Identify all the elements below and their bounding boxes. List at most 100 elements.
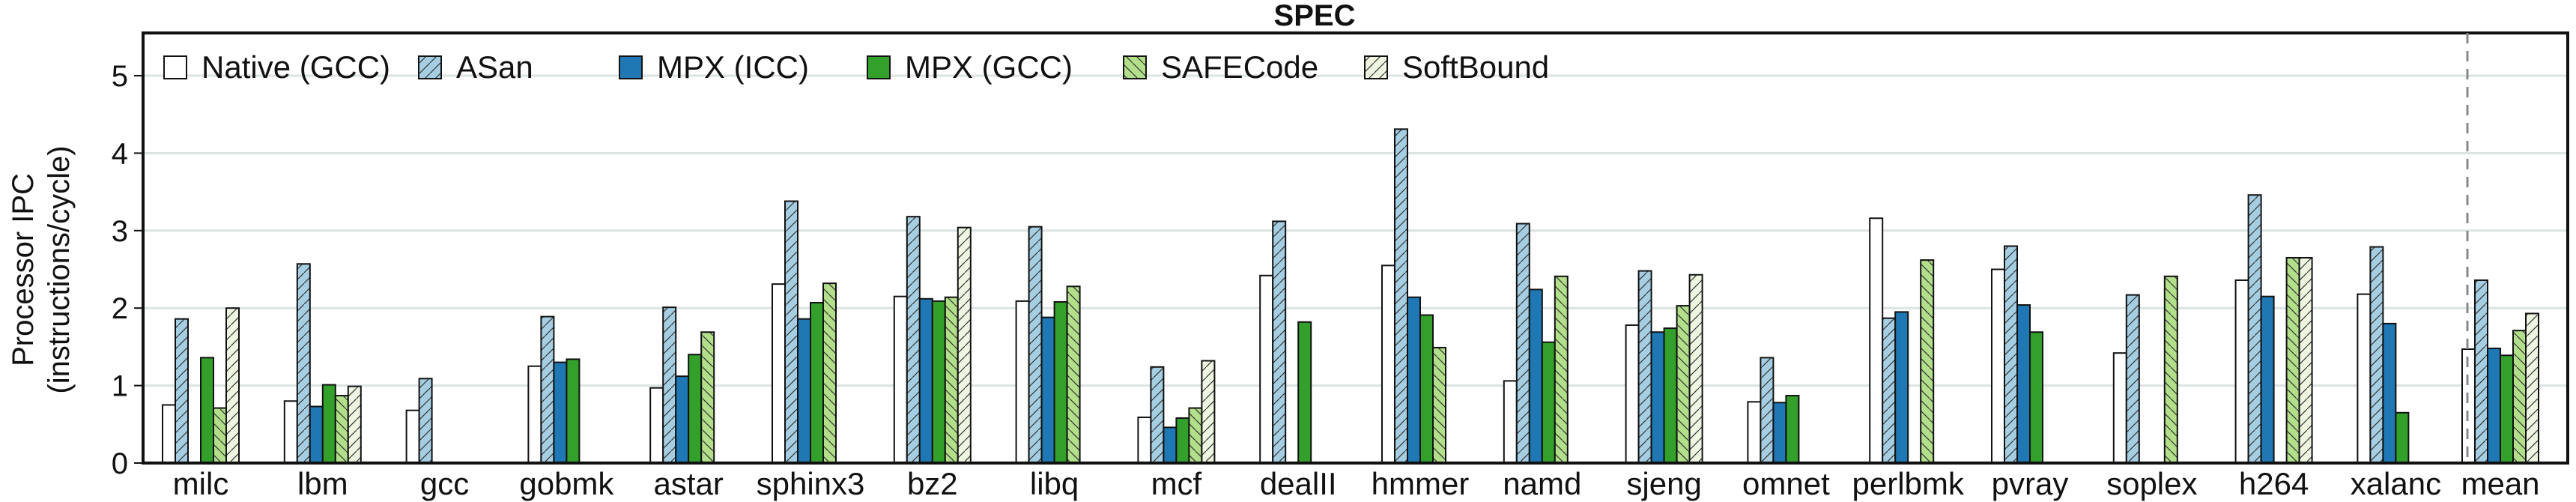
bar-mean-mpx-icc xyxy=(2487,347,2501,464)
x-tick-label: h264 xyxy=(2239,466,2309,501)
bar-libq-asan xyxy=(1028,226,1043,464)
bar-lbm-asan xyxy=(296,263,311,464)
bar-sjeng-softbound xyxy=(1688,273,1703,464)
bar-milc-native-gcc xyxy=(162,404,176,465)
bar-sphinx3-asan xyxy=(784,200,798,464)
bar-hmmer-asan xyxy=(1394,128,1408,464)
bar-sjeng-asan xyxy=(1637,270,1652,464)
bar-libq-safecode xyxy=(1066,285,1081,464)
bar-mcf-mpx-gcc xyxy=(1175,417,1190,465)
bar-perlbmk-safecode xyxy=(1920,259,1935,464)
x-tick-label: gobmk xyxy=(519,466,614,501)
bar-perlbmk-asan xyxy=(1882,317,1897,464)
y-tick-label: 1 xyxy=(112,370,128,403)
bar-xalanc-mpx-gcc xyxy=(2395,411,2410,464)
bar-sjeng-safecode xyxy=(1676,305,1691,464)
bar-gcc-native-gcc xyxy=(405,409,420,464)
bar-lbm-safecode xyxy=(334,395,349,464)
bar-h264-softbound xyxy=(2298,256,2313,464)
bar-sphinx3-mpx-gcc xyxy=(810,301,824,464)
bar-hmmer-mpx-icc xyxy=(1407,296,1421,464)
bar-namd-asan xyxy=(1515,223,1530,464)
legend-label: MPX (ICC) xyxy=(657,49,809,85)
bar-gcc-asan xyxy=(418,378,433,465)
bar-libq-mpx-gcc xyxy=(1053,300,1068,465)
bar-mcf-softbound xyxy=(1201,360,1216,464)
bar-xalanc-asan xyxy=(2369,246,2384,464)
bar-lbm-mpx-icc xyxy=(309,405,324,465)
bar-omnet-native-gcc xyxy=(1747,401,1762,465)
y-tick-label: 2 xyxy=(112,292,128,325)
bar-xalanc-mpx-icc xyxy=(2382,322,2397,464)
x-tick-label: soplex xyxy=(2106,466,2197,501)
bar-omnet-mpx-icc xyxy=(1772,402,1787,465)
legend-swatch xyxy=(867,55,891,79)
bar-sphinx3-mpx-icc xyxy=(797,318,811,464)
bar-namd-mpx-icc xyxy=(1528,288,1543,464)
bar-hmmer-mpx-gcc xyxy=(1419,314,1434,465)
x-tick-label: lbm xyxy=(297,466,348,501)
bar-h264-safecode xyxy=(2285,256,2300,464)
bar-bz2-softbound xyxy=(957,226,972,464)
bar-astar-asan xyxy=(662,306,677,464)
bar-soplex-asan xyxy=(2125,294,2140,465)
bar-h264-asan xyxy=(2247,194,2262,464)
bar-mean-softbound xyxy=(2525,312,2539,464)
legend-label: Native (GCC) xyxy=(201,49,390,85)
x-tick-label: sphinx3 xyxy=(757,466,865,501)
bar-h264-native-gcc xyxy=(2234,279,2249,465)
bar-sphinx3-safecode xyxy=(822,282,837,464)
y-tick-label: 0 xyxy=(112,447,128,480)
bar-perlbmk-mpx-icc xyxy=(1894,311,1909,464)
bar-soplex-native-gcc xyxy=(2112,352,2127,464)
bar-bz2-safecode xyxy=(944,296,959,464)
bar-perlbmk-native-gcc xyxy=(1869,217,1884,464)
bar-gobmk-mpx-icc xyxy=(553,361,568,464)
bar-lbm-native-gcc xyxy=(283,400,298,465)
bar-milc-mpx-gcc xyxy=(200,357,214,464)
legend-swatch xyxy=(1123,55,1147,79)
legend-label: SoftBound xyxy=(1402,49,1549,85)
bar-milc-asan xyxy=(175,318,189,464)
chart-title: SPEC xyxy=(1274,0,1356,32)
y-axis-label-line2: (instructions/cycle) xyxy=(43,145,76,393)
bar-sjeng-native-gcc xyxy=(1625,324,1640,464)
bar-pvray-asan xyxy=(2004,245,2018,464)
legend: Native (GCC) ASan MPX (ICC) MPX (GCC) SAFECo… xyxy=(163,49,1549,85)
x-tick-label: libq xyxy=(1030,466,1079,501)
legend-swatch xyxy=(418,55,442,79)
bar-dealII-native-gcc xyxy=(1259,274,1274,464)
bar-astar-mpx-gcc xyxy=(688,354,703,464)
bar-omnet-mpx-gcc xyxy=(1785,395,1800,464)
bar-lbm-softbound xyxy=(347,385,362,464)
bar-mean-safecode xyxy=(2512,330,2527,464)
gridlines xyxy=(143,74,2568,387)
bar-h264-mpx-icc xyxy=(2260,295,2275,464)
bar-milc-safecode xyxy=(213,407,227,464)
bar-mcf-mpx-icc xyxy=(1163,426,1178,464)
bar-astar-native-gcc xyxy=(649,387,664,465)
bar-hmmer-native-gcc xyxy=(1381,264,1395,464)
bar-bz2-mpx-gcc xyxy=(931,300,946,465)
x-tick-label: astar xyxy=(654,466,724,501)
bar-pvray-mpx-icc xyxy=(2016,304,2031,464)
legend-swatch xyxy=(1364,55,1388,79)
bar-libq-mpx-icc xyxy=(1040,316,1055,464)
bar-gobmk-mpx-gcc xyxy=(566,358,581,464)
bar-mcf-native-gcc xyxy=(1137,416,1152,465)
bar-namd-safecode xyxy=(1554,275,1569,464)
bar-mcf-safecode xyxy=(1188,407,1203,464)
y-tick-label: 5 xyxy=(112,60,128,93)
x-tick-label: namd xyxy=(1503,466,1581,501)
x-tick-label: milc xyxy=(173,466,229,501)
x-tick-label: perlbmk xyxy=(1852,466,1965,501)
bar-namd-mpx-gcc xyxy=(1541,341,1556,465)
bar-astar-safecode xyxy=(700,331,715,464)
y-tick-label: 3 xyxy=(112,215,128,248)
x-tick-label: omnet xyxy=(1742,466,1830,501)
x-tick-label: dealII xyxy=(1260,466,1337,501)
bar-pvray-native-gcc xyxy=(1991,268,2005,464)
bar-bz2-mpx-icc xyxy=(918,297,933,464)
bar-pvray-mpx-gcc xyxy=(2029,331,2043,464)
bar-astar-mpx-icc xyxy=(675,375,690,464)
